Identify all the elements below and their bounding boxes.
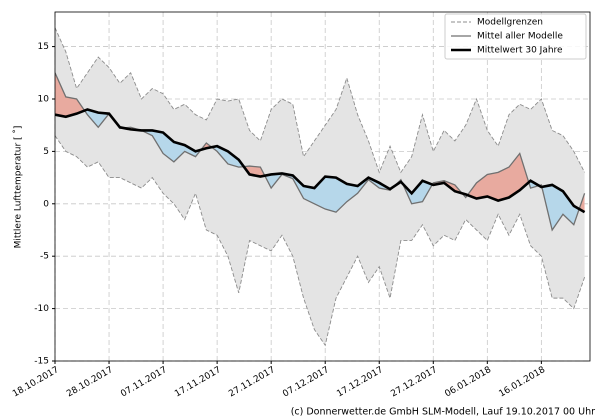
y-tick-label: -10 xyxy=(34,304,49,314)
climate-mean-line xyxy=(55,108,586,214)
plot-frame xyxy=(54,11,591,362)
x-tick-label: 07.12.2017 xyxy=(281,365,331,399)
x-tick-label: 17.11.2017 xyxy=(173,365,223,399)
lower-bound-line xyxy=(55,135,586,347)
x-tick-label: 16.01.2018 xyxy=(497,365,547,400)
legend-label: Mittelwert 30 Jahre xyxy=(477,46,563,56)
plot-area xyxy=(55,27,586,347)
legend-label: Modellgrenzen xyxy=(477,18,543,28)
y-tick-label: -15 xyxy=(34,357,49,367)
y-tick-label: 10 xyxy=(38,94,50,104)
y-axis-label: Mittlere Lufttemperatur [ ˚] xyxy=(13,126,24,249)
below-fill xyxy=(55,109,585,230)
footer: (c) Donnerwetter.de GmbH SLM-Modell, Lau… xyxy=(291,407,595,418)
x-tick-label: 28.10.2017 xyxy=(65,365,115,399)
y-tick-label: 15 xyxy=(38,42,49,52)
x-tick-label: 18.10.2017 xyxy=(11,365,61,399)
y-tick-label: -5 xyxy=(40,252,49,262)
legend-box xyxy=(444,13,587,60)
y-tick-label: 0 xyxy=(43,199,49,209)
x-tick-label: 27.12.2017 xyxy=(389,365,439,399)
x-tick-label: 17.12.2017 xyxy=(335,365,385,399)
upper-bound-line xyxy=(55,27,585,174)
x-tick-label: 07.11.2017 xyxy=(119,365,169,399)
x-tick-label: 27.11.2017 xyxy=(227,365,277,399)
x-tick-label: 06.01.2018 xyxy=(443,365,493,400)
legend-label: Mittel aller Modelle xyxy=(477,32,563,42)
y-tick-label: 5 xyxy=(43,147,49,157)
